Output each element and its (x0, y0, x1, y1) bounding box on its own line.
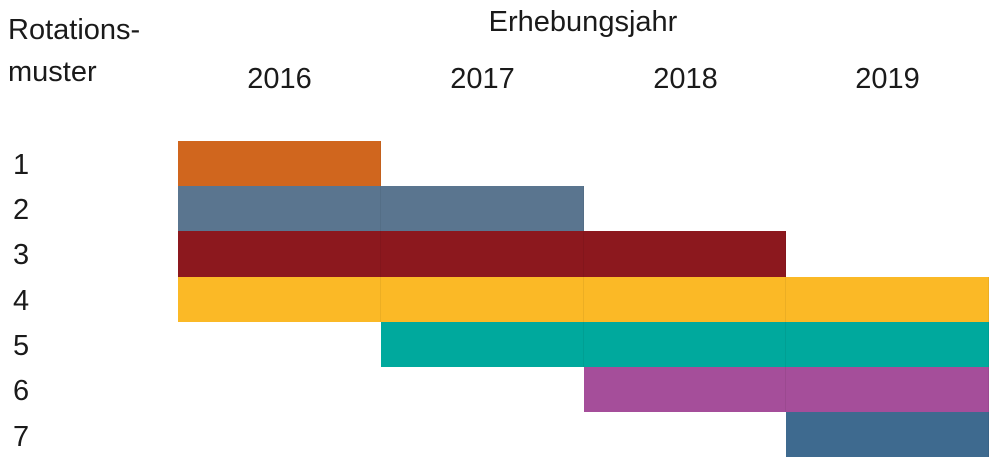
cell-row-3-2018 (584, 231, 786, 277)
cell-row-1-2016 (178, 141, 381, 186)
cell-row-4-2018 (584, 277, 786, 322)
row-label-3: 3 (13, 239, 30, 271)
row-label-1: 1 (13, 149, 30, 181)
cell-row-6-2019 (786, 367, 989, 412)
cell-row-2-2017 (381, 186, 584, 231)
row-label-4: 4 (13, 285, 30, 317)
cell-row-5-2018 (584, 322, 786, 367)
year-label-2018: 2018 (653, 63, 718, 95)
corner-header-line-2: muster (8, 56, 97, 88)
cell-row-3-2017 (381, 231, 584, 277)
corner-header-line-1: Rotations- (8, 14, 141, 46)
cell-row-5-2019 (786, 322, 989, 367)
cell-row-7-2019 (786, 412, 989, 457)
year-label-2016: 2016 (247, 63, 312, 95)
cell-row-2-2016 (178, 186, 381, 231)
year-label-2017: 2017 (450, 63, 515, 95)
cell-row-4-2019 (786, 277, 989, 322)
row-label-5: 5 (13, 330, 30, 362)
column-header: Erhebungsjahr (488, 6, 678, 38)
cell-row-4-2017 (381, 277, 584, 322)
cell-row-6-2018 (584, 367, 786, 412)
cell-row-3-2016 (178, 231, 381, 277)
cell-row-5-2017 (381, 322, 584, 367)
row-label-6: 6 (13, 375, 30, 407)
row-label-2: 2 (13, 194, 30, 226)
cell-row-4-2016 (178, 277, 381, 322)
row-label-7: 7 (13, 421, 30, 453)
year-label-2019: 2019 (855, 63, 920, 95)
